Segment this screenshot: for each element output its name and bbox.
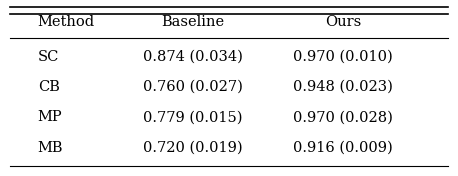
Text: 0.970 (0.028): 0.970 (0.028) <box>293 111 393 124</box>
Text: MB: MB <box>38 141 63 155</box>
Text: CB: CB <box>38 80 60 94</box>
Text: 0.874 (0.034): 0.874 (0.034) <box>142 50 243 64</box>
Text: 0.779 (0.015): 0.779 (0.015) <box>143 111 242 124</box>
Text: Ours: Ours <box>325 15 361 29</box>
Text: 0.970 (0.010): 0.970 (0.010) <box>293 50 393 64</box>
Text: SC: SC <box>38 50 59 64</box>
Text: 0.948 (0.023): 0.948 (0.023) <box>293 80 393 94</box>
Text: Method: Method <box>38 15 95 29</box>
Text: 0.720 (0.019): 0.720 (0.019) <box>143 141 242 155</box>
Text: 0.760 (0.027): 0.760 (0.027) <box>142 80 243 94</box>
Text: Baseline: Baseline <box>161 15 224 29</box>
Text: MP: MP <box>38 111 62 124</box>
Text: 0.916 (0.009): 0.916 (0.009) <box>293 141 393 155</box>
